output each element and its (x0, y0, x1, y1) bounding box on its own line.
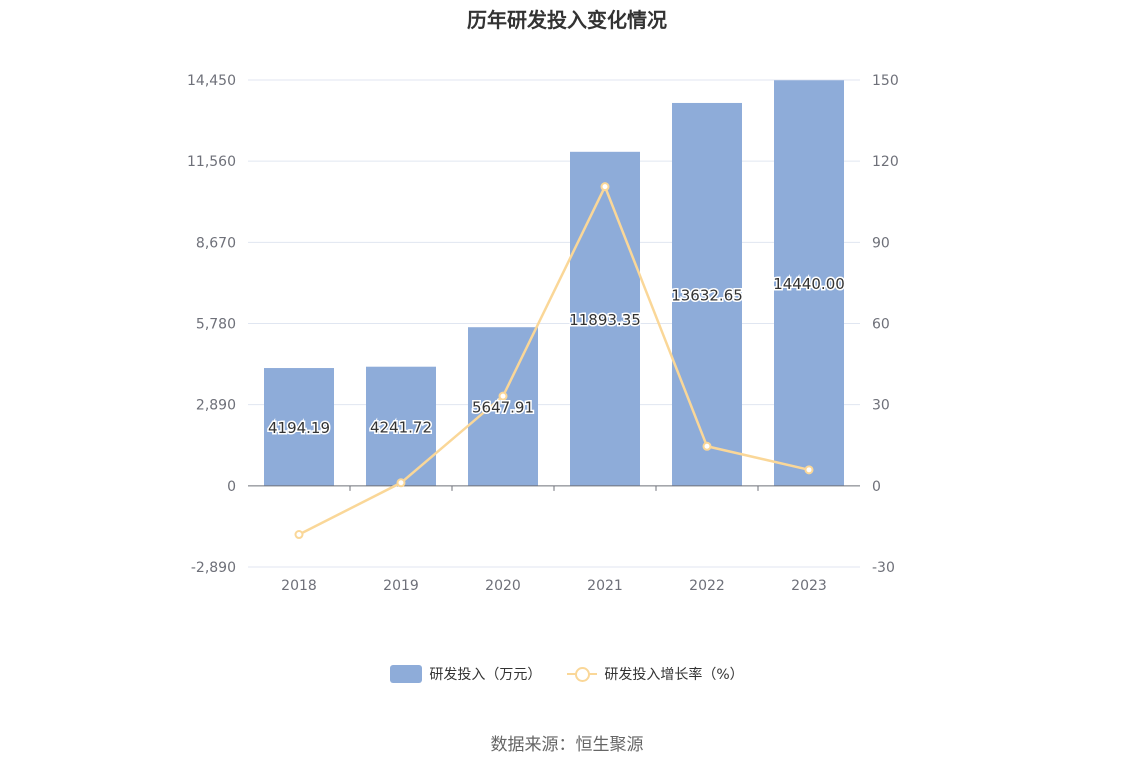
bar-2019 (366, 366, 436, 486)
bar-2021 (570, 151, 640, 486)
x-tick-label: 2020 (485, 578, 521, 594)
legend-item-rd-investment[interactable]: 研发投入（万元） (390, 664, 541, 684)
right-tick-label: 120 (872, 154, 899, 170)
bar-2023 (774, 80, 844, 486)
legend-label-growth-rate: 研发投入增长率（%） (604, 667, 744, 683)
right-tick-label: 0 (872, 479, 881, 495)
left-tick-label: 14,450 (187, 73, 236, 89)
growth-line-series (294, 182, 814, 540)
legend-bar-swatch (390, 665, 423, 683)
chart-title: 历年研发投入变化情况 (467, 8, 667, 32)
x-tick-label: 2021 (587, 578, 623, 594)
bar-data-label: 5647.91 (472, 399, 534, 417)
legend: 研发投入（万元） 研发投入增长率（%） (0, 664, 1134, 684)
left-tick-label: -2,890 (191, 560, 236, 576)
growth-point-2019 (396, 478, 406, 488)
growth-point-2023 (804, 465, 814, 475)
right-tick-label: 90 (872, 235, 890, 251)
legend-label-rd-investment: 研发投入（万元） (429, 667, 542, 683)
bar-data-label: 4194.19 (268, 419, 330, 437)
bar-data-labels: 4194.19 4241.72 5647.91 11893.35 13632.65 144… (266, 274, 846, 439)
bar-data-label: 4241.72 (370, 418, 432, 436)
left-axis: 14,450 11,560 8,670 5,780 2,890 0 -2,890 (187, 73, 236, 576)
x-tick-label: 2018 (281, 578, 317, 594)
bar-2020 (468, 327, 538, 486)
growth-point-2020 (498, 391, 508, 401)
right-tick-label: -30 (872, 560, 895, 576)
right-tick-label: 60 (872, 317, 890, 333)
left-tick-label: 8,670 (196, 235, 236, 251)
bar-2018 (264, 368, 334, 486)
grid-lines (248, 79, 860, 568)
x-tick-label: 2022 (689, 578, 725, 594)
growth-line (298, 183, 810, 536)
legend-line-swatch (567, 665, 598, 683)
data-source: 数据来源：恒生聚源 (490, 735, 644, 755)
growth-point-2021 (600, 182, 610, 192)
right-tick-label: 30 (872, 398, 890, 414)
left-tick-label: 0 (227, 479, 236, 495)
x-tick-label: 2019 (383, 578, 419, 594)
bar-data-label: 14440.00 (773, 275, 845, 293)
bar-data-label: 11893.35 (569, 311, 641, 329)
legend-item-growth-rate[interactable]: 研发投入增长率（%） (567, 664, 744, 684)
bar-2022 (672, 102, 742, 486)
right-tick-label: 150 (872, 73, 899, 89)
x-axis: 2018 2019 2020 2021 2022 2023 (248, 485, 860, 594)
growth-point-2018 (294, 530, 304, 540)
bar-series (264, 80, 844, 486)
growth-point-2022 (702, 441, 712, 451)
left-tick-label: 5,780 (196, 317, 236, 333)
left-tick-label: 11,560 (187, 154, 236, 170)
left-tick-label: 2,890 (196, 398, 236, 414)
right-axis: 150 120 90 60 30 0 -30 (872, 73, 899, 576)
x-tick-label: 2023 (791, 578, 827, 594)
bar-data-label: 13632.65 (671, 286, 743, 304)
